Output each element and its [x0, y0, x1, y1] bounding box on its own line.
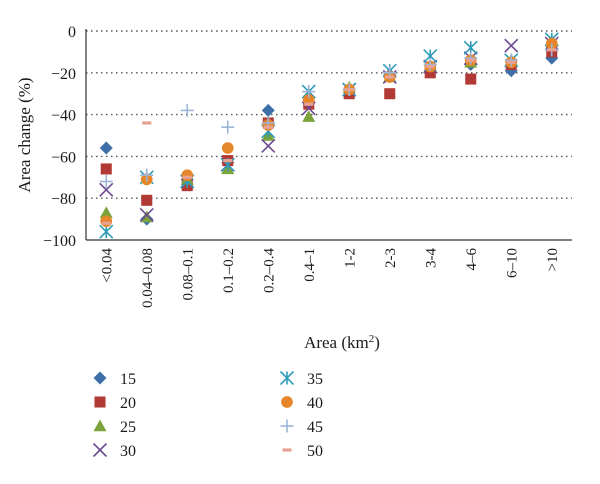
x-tick-label: 3-4	[423, 248, 439, 268]
data-point-dash	[547, 48, 557, 52]
data-point-square	[100, 163, 112, 175]
data-point-plus	[464, 51, 478, 65]
data-point-square	[465, 73, 477, 85]
data-point-dash	[425, 64, 435, 69]
data-point-circle	[181, 169, 194, 182]
data-point-triangle	[99, 206, 113, 219]
data-point-x	[504, 38, 519, 53]
data-point-x	[261, 138, 276, 154]
data-point-square	[384, 88, 396, 100]
x-tick-label: 0.04–0.08	[140, 248, 156, 308]
data-point-diamond	[261, 103, 275, 117]
data-point-plus	[504, 53, 518, 67]
legend-marker-asterisk	[279, 370, 295, 386]
legend-marker-plus	[280, 419, 294, 433]
legend-marker-circle	[281, 396, 293, 408]
data-point-dash	[142, 121, 152, 125]
data-point-plus	[180, 103, 194, 117]
data-point-triangle	[302, 110, 316, 122]
data-point-plus	[423, 57, 437, 71]
y-tick-label: 0	[68, 24, 76, 41]
y-tick-label: −20	[51, 66, 76, 83]
axes	[85, 29, 572, 241]
data-point-circle	[221, 142, 234, 154]
data-point-square	[424, 67, 436, 79]
x-axis-title-superscript: 2	[369, 333, 375, 345]
data-point-dash	[344, 87, 354, 92]
y-axis-title: Area change (%)	[15, 77, 34, 192]
x-axis-title-text: Area (km	[304, 333, 369, 352]
x-axis-title: Area (km2)	[304, 333, 380, 352]
x-tick-label: 6–10	[504, 248, 520, 278]
legend-marker-dash	[282, 448, 292, 452]
data-point-plus	[221, 120, 235, 134]
data-point-x	[99, 182, 114, 197]
y-tick-label: −80	[51, 191, 76, 208]
legend-label: 50	[307, 443, 323, 460]
y-tick-labels: 0 −20 −40 −60 −80 −100	[43, 24, 76, 250]
data-point-asterisk	[99, 224, 114, 239]
x-tick-label: 0.08–0.1	[180, 248, 196, 301]
legend-label: 15	[120, 371, 136, 388]
data-point-dash	[304, 102, 314, 106]
data-point-x	[139, 207, 154, 222]
data-point-dash	[101, 221, 111, 225]
data-point-dash	[223, 158, 233, 163]
data-point-dash	[466, 58, 476, 62]
x-tick-label: 1-2	[342, 248, 358, 268]
legend: 15 20 25 30 35 40 45 50	[92, 370, 323, 460]
x-tick-label: 0.4–1	[302, 248, 318, 282]
data-point-plus	[99, 174, 113, 188]
y-tick-label: −40	[51, 108, 76, 125]
data-point-circle	[100, 215, 113, 228]
legend-label: 30	[120, 443, 136, 460]
y-tick-label: −100	[43, 233, 76, 250]
x-tick-labels: <0.04 0.04–0.08 0.08–0.1 0.1–0.2 0.2–0.4 0.4–…	[99, 248, 561, 309]
x-tick-label: 0.1–0.2	[221, 248, 237, 293]
x-tick-label: >10	[545, 248, 561, 271]
x-tick-label: 0.2–0.4	[261, 248, 277, 294]
legend-marker-square	[94, 396, 106, 408]
legend-marker-triangle	[93, 419, 107, 432]
x-axis-title-suffix: )	[374, 333, 380, 352]
legend-label: 20	[120, 395, 136, 412]
x-tick-label: 4–6	[464, 248, 480, 271]
data-point-plus	[140, 168, 154, 182]
legend-marker-x	[92, 442, 108, 458]
legend-marker-diamond	[93, 371, 107, 385]
data-point-plus	[302, 85, 316, 99]
data-point-diamond	[99, 141, 113, 155]
data-point-dash	[506, 60, 516, 64]
data-points	[99, 32, 559, 239]
data-point-dash	[263, 125, 273, 129]
data-point-dash	[182, 175, 192, 179]
x-tick-label: <0.04	[99, 248, 115, 283]
legend-label: 45	[307, 419, 323, 436]
legend-label: 25	[120, 419, 136, 436]
legend-label: 35	[307, 371, 323, 388]
y-tick-label: −60	[51, 149, 76, 166]
data-point-square	[141, 194, 153, 206]
data-point-dash	[385, 75, 395, 79]
grid-lines	[86, 30, 572, 199]
x-tick-label: 2-3	[383, 248, 399, 268]
legend-label: 40	[307, 395, 323, 412]
